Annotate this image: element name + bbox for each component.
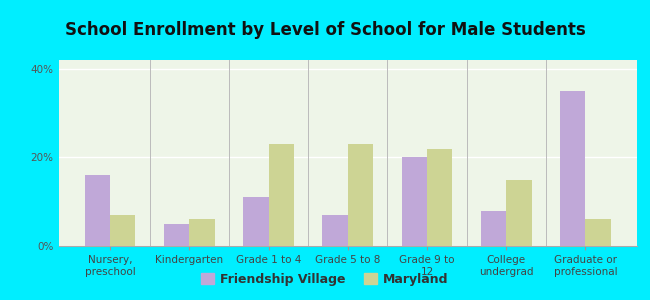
Bar xyxy=(348,144,373,246)
Bar xyxy=(110,215,135,246)
Bar xyxy=(164,224,189,246)
Bar xyxy=(481,211,506,246)
Text: School Enrollment by Level of School for Male Students: School Enrollment by Level of School for… xyxy=(64,21,586,39)
Bar xyxy=(402,158,427,246)
Bar xyxy=(506,180,532,246)
Bar xyxy=(243,197,268,246)
Bar xyxy=(84,175,110,246)
Bar xyxy=(268,144,294,246)
Bar xyxy=(322,215,348,246)
Bar xyxy=(586,219,611,246)
Legend: Friendship Village, Maryland: Friendship Village, Maryland xyxy=(196,268,454,291)
Bar xyxy=(189,219,214,246)
Bar xyxy=(427,148,452,246)
Bar xyxy=(560,91,586,246)
